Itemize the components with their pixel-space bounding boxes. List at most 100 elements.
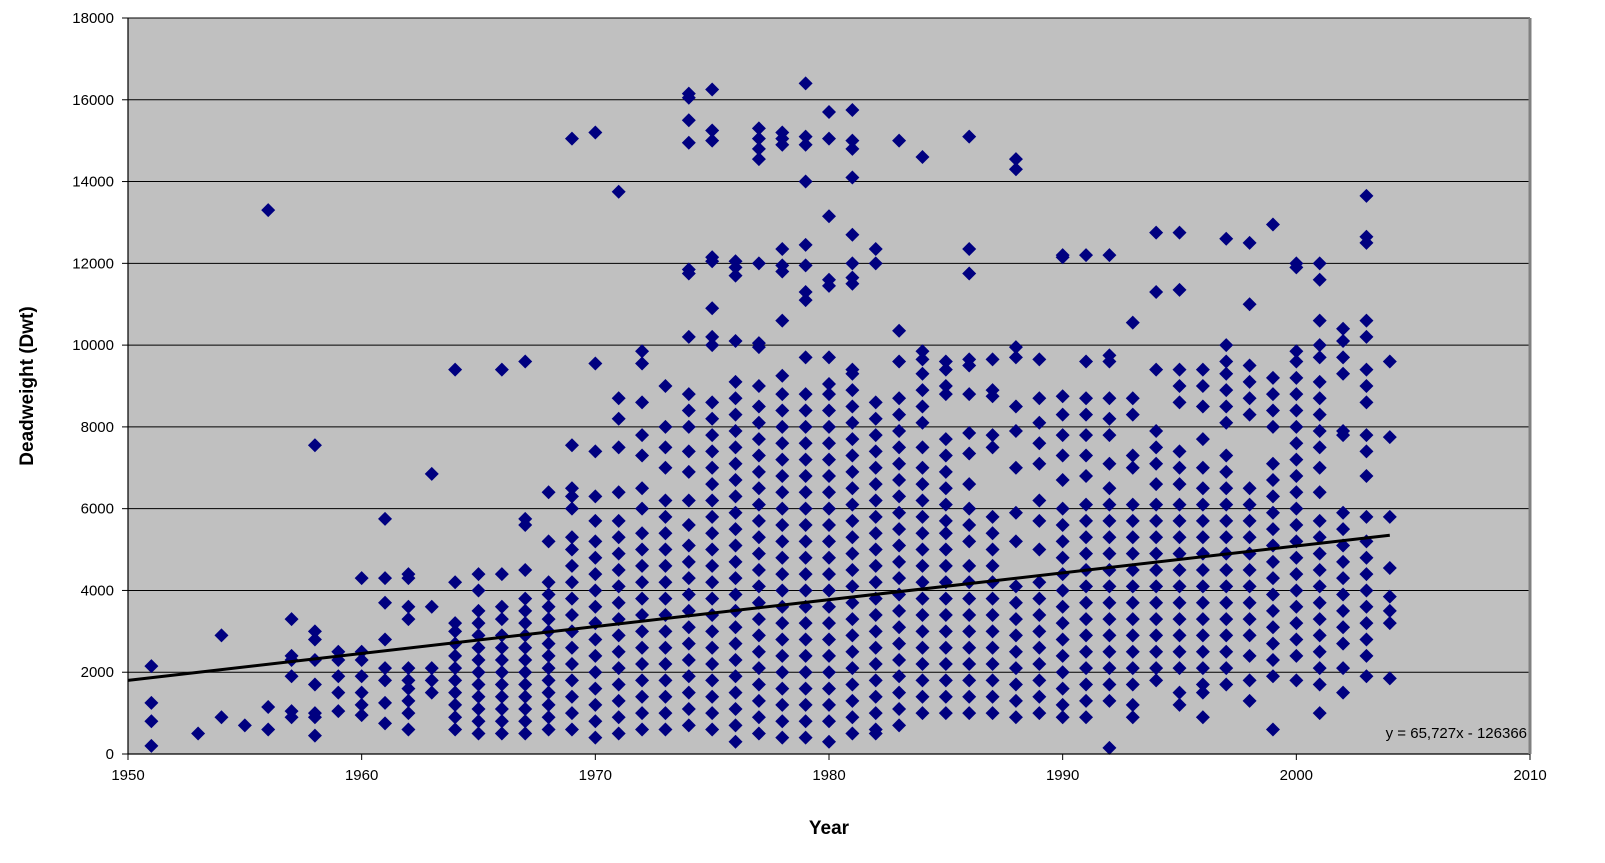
data-point [1125,710,1140,725]
data-point [985,526,1000,541]
data-point [494,652,509,667]
data-point [822,501,836,516]
data-point [751,513,766,528]
data-point [962,558,977,573]
data-point [938,542,953,557]
data-point [1149,497,1164,512]
data-point [1359,188,1374,203]
data-point [868,526,883,541]
data-point [962,534,977,549]
data-point [448,661,463,676]
data-point [1149,595,1164,610]
data-point [518,714,533,729]
data-point [1102,513,1117,528]
data-point [681,419,696,434]
data-point [681,685,696,700]
data-point [775,258,790,273]
data-point [705,542,720,557]
data-point [1359,362,1374,377]
data-point [1195,710,1210,725]
data-point [564,657,579,672]
data-point [705,526,720,541]
data-point [845,579,860,594]
data-point [705,477,720,492]
data-point [728,440,743,455]
data-point [1289,648,1304,663]
data-point [1312,313,1327,328]
data-point [1079,595,1094,610]
data-point [681,538,696,553]
data-point [1032,689,1047,704]
data-point [775,714,790,729]
data-point [1289,550,1304,565]
data-point [1102,595,1117,610]
data-point [214,710,229,725]
data-point [564,438,579,453]
data-point [1055,697,1070,712]
data-point [1032,456,1047,471]
data-point [681,135,696,150]
data-point [985,640,1000,655]
data-point [1125,497,1140,512]
data-point [564,489,579,504]
data-point [658,706,673,721]
data-point [1172,628,1187,643]
data-point [728,489,743,504]
data-point [1195,513,1210,528]
data-point [1149,628,1164,643]
data-point [1102,644,1117,659]
data-point [751,628,766,643]
data-point [892,571,907,586]
data-point [822,131,836,146]
data-point [775,313,790,328]
data-point [1055,599,1070,614]
data-point [494,677,509,692]
data-point [658,493,673,508]
data-point [822,734,836,749]
data-point [588,665,603,680]
data-point [1032,640,1047,655]
data-point [1008,423,1023,438]
data-point [1149,612,1164,627]
data-point [962,477,977,492]
data-point [635,673,650,688]
data-point [541,599,556,614]
data-point [1312,440,1327,455]
data-point [985,428,1000,443]
data-point [822,387,836,402]
data-point [775,518,790,533]
data-point [1359,329,1374,344]
data-point [985,706,1000,721]
data-point [1055,501,1070,516]
data-point [588,714,603,729]
data-point [635,542,650,557]
data-point [1289,436,1304,451]
data-point [658,509,673,524]
data-point [728,423,743,438]
data-point [681,444,696,459]
data-point [681,493,696,508]
data-point [1079,391,1094,406]
data-point [892,456,907,471]
data-point [798,403,813,418]
data-point [1008,710,1023,725]
data-point [1172,513,1187,528]
data-point [985,558,1000,573]
data-point [588,444,603,459]
data-point [798,284,813,299]
data-point [1149,513,1164,528]
data-point [845,661,860,676]
data-point [705,329,720,344]
data-point [1195,612,1210,627]
data-point [144,695,159,710]
data-point [681,86,696,101]
data-point [494,702,509,717]
data-point [775,534,790,549]
data-point [1149,362,1164,377]
data-point [611,726,626,741]
data-point [751,546,766,561]
data-point [751,497,766,512]
data-point [1265,587,1280,602]
data-point [1312,661,1327,676]
data-point [985,591,1000,606]
